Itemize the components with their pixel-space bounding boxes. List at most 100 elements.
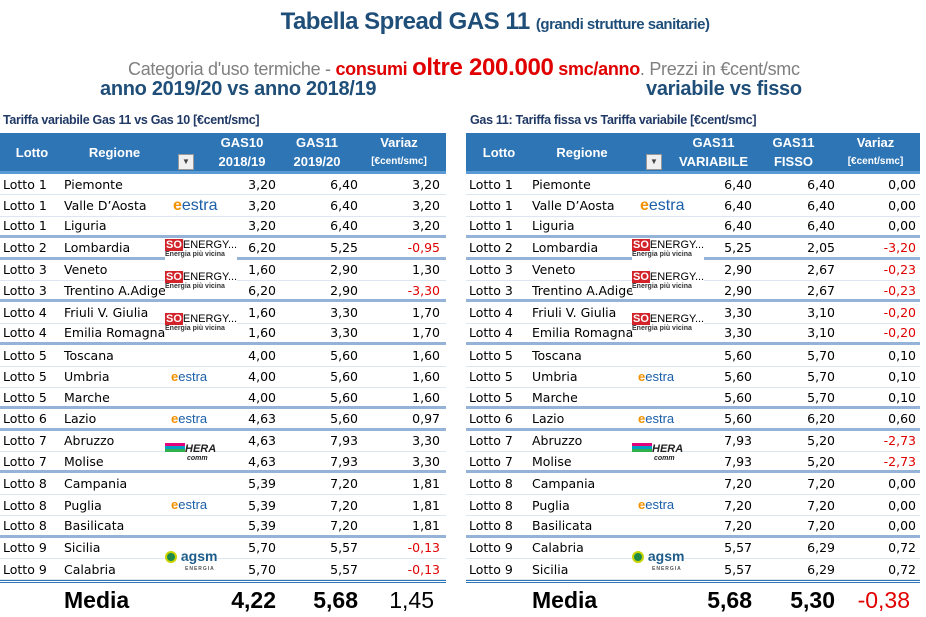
cell-value-2: 7,93 [330, 433, 358, 449]
table-row: Lotto 7 Molise 7,93 5,20 -2,73 [466, 452, 920, 474]
cell-value-1: 2,90 [724, 282, 752, 298]
cell-value-2: 7,20 [330, 497, 358, 513]
media-value-2: 5,68 [313, 586, 358, 613]
cell-supplier-logo [632, 388, 705, 406]
cell-regione: Liguria [64, 218, 107, 234]
header-variaz: Variaz [€cent/smc] [847, 135, 904, 167]
media-label: Media [532, 586, 598, 613]
cell-lotto: Lotto 5 [469, 369, 513, 385]
soenergy-logo: SOENERGY... Energia più vicina [165, 270, 238, 292]
table-row: Lotto 4 Friuli V. Giulia SOENERGY... Ener… [466, 302, 920, 335]
cell-regione: Trentino A.Adige [64, 282, 166, 298]
filter-dropdown-button[interactable]: ▼ [178, 154, 194, 170]
header-lotto: Lotto [482, 144, 516, 160]
table-row: Lotto 5 Marche 5,60 5,70 0,10 [466, 388, 920, 410]
cell-supplier-logo: HERA comm [632, 431, 705, 464]
table-row: Lotto 3 Veneto SOENERGY... Energia più vi… [0, 260, 446, 292]
cell-value-1: 7,20 [724, 497, 752, 513]
cell-regione: Marche [532, 389, 578, 405]
media-row: Media 5,68 5,30 -0,38 [466, 580, 920, 617]
media-variaz: -0,38 [857, 586, 910, 613]
cell-lotto: Lotto 7 [469, 433, 513, 449]
cell-value-2: 7,93 [330, 453, 358, 469]
cell-regione: Lombardia [532, 239, 599, 255]
table-row: Lotto 3 Trentino A.Adige 2,90 2,67 -0,23 [466, 281, 920, 303]
cell-value-2: 6,40 [807, 218, 835, 234]
cell-lotto: Lotto 8 [3, 476, 47, 492]
cell-lotto: Lotto 7 [3, 453, 47, 469]
header-lotto: Lotto [15, 144, 49, 160]
title-sub: (grandi strutture sanitarie) [535, 16, 710, 33]
cell-value-2: 6,40 [807, 198, 835, 214]
cell-lotto: Lotto 5 [3, 389, 47, 405]
soenergy-logo: SOENERGY... Energia più vicina [632, 270, 705, 292]
table-header: Lotto Regione GAS10 2018/19 GAS11 2019/20 … [0, 133, 446, 171]
estra-logo: eestra [171, 368, 208, 384]
cell-supplier-logo: SOENERGY... Energia più vicina [632, 302, 705, 335]
cell-value-1: 5,25 [724, 239, 752, 255]
cell-supplier-logo: eestra [632, 195, 705, 216]
cell-regione: Umbria [532, 369, 578, 385]
media-value-1: 4,22 [231, 586, 276, 613]
cell-lotto: Lotto 4 [469, 325, 513, 341]
table-row: Lotto 1 Piemonte 3,20 6,40 3,20 [0, 171, 446, 196]
filter-dropdown-button[interactable]: ▼ [646, 154, 662, 170]
cell-value-2: 2,05 [807, 239, 835, 255]
cell-variaz: -3,20 [883, 239, 916, 255]
cell-lotto: Lotto 4 [469, 305, 513, 321]
subtitle: Categoria d'uso termiche - consumi oltre… [128, 54, 800, 82]
cell-regione: Abruzzo [532, 433, 583, 449]
cell-value-2: 5,60 [330, 347, 358, 363]
cell-regione: Calabria [532, 540, 584, 556]
table-row: Lotto 9 Sicilia agsm ENERGIA 5,70 5,57 -0… [0, 538, 446, 575]
cell-value-2: 2,67 [807, 262, 835, 278]
table-row: Lotto 5 Umbria eestra 5,60 5,70 0,10 [466, 367, 920, 388]
cell-supplier-logo [165, 388, 238, 406]
table-body: Lotto 1 Piemonte 6,40 6,40 0,00 Lotto 1 … [466, 171, 920, 581]
cell-lotto: Lotto 1 [3, 198, 47, 214]
left-section-title: anno 2019/20 vs anno 2018/19 [100, 78, 377, 100]
cell-value-1: 3,20 [248, 218, 276, 234]
cell-regione: Valle D’Aosta [64, 198, 147, 214]
table-row: Lotto 8 Puglia eestra 7,20 7,20 0,00 [466, 495, 920, 517]
cell-value-1: 3,30 [724, 325, 752, 341]
table-row: Lotto 5 Toscana 5,60 5,70 0,10 [466, 345, 920, 367]
cell-lotto: Lotto 1 [469, 176, 513, 192]
cell-value-2: 3,10 [807, 305, 835, 321]
cell-supplier-logo: eestra [165, 367, 238, 387]
cell-value-2: 5,70 [807, 347, 835, 363]
cell-variaz: -0,95 [407, 239, 440, 255]
table-row: Lotto 1 Valle D’Aosta eestra 3,20 6,40 3… [0, 195, 446, 217]
cell-variaz: 0,72 [888, 561, 916, 577]
cell-supplier-logo: SOENERGY... Energia più vicina [165, 302, 238, 335]
cell-variaz: 3,20 [412, 176, 440, 192]
header-col2: GAS11 2019/20 [293, 135, 341, 169]
cell-variaz: 0,97 [412, 410, 440, 426]
cell-value-2: 2,90 [330, 282, 358, 298]
table-row: Lotto 8 Basilicata 7,20 7,20 0,00 [466, 516, 920, 538]
table-row: Lotto 5 Marche 4,00 5,60 1,60 [0, 388, 446, 410]
cell-supplier-logo: eestra [165, 495, 238, 515]
cell-value-1: 5,70 [248, 540, 276, 556]
header-regione: Regione [556, 144, 608, 160]
estra-logo: eestra [638, 368, 675, 384]
cell-value-1: 5,57 [724, 561, 752, 577]
table-row: Lotto 8 Basilicata 5,39 7,20 1,81 [0, 516, 446, 538]
cell-variaz: -0,13 [407, 540, 440, 556]
cell-value-1: 7,93 [724, 453, 752, 469]
cell-value-1: 6,40 [724, 176, 752, 192]
cell-lotto: Lotto 4 [3, 305, 47, 321]
cell-value-2: 2,90 [330, 262, 358, 278]
table-row: Lotto 8 Campania 5,39 7,20 1,81 [0, 473, 446, 495]
cell-variaz: 1,81 [412, 497, 440, 513]
header-variaz: Variaz [€cent/smc] [371, 135, 427, 167]
cell-value-1: 5,60 [724, 369, 752, 385]
cell-lotto: Lotto 8 [469, 517, 513, 533]
cell-value-2: 5,60 [330, 389, 358, 405]
cell-variaz: 1,70 [412, 305, 440, 321]
media-value-1: 5,68 [707, 586, 752, 613]
cell-variaz: -3,30 [407, 282, 440, 298]
cell-value-2: 5,70 [807, 369, 835, 385]
cell-regione: Sicilia [532, 561, 569, 577]
cell-supplier-logo [632, 345, 705, 365]
